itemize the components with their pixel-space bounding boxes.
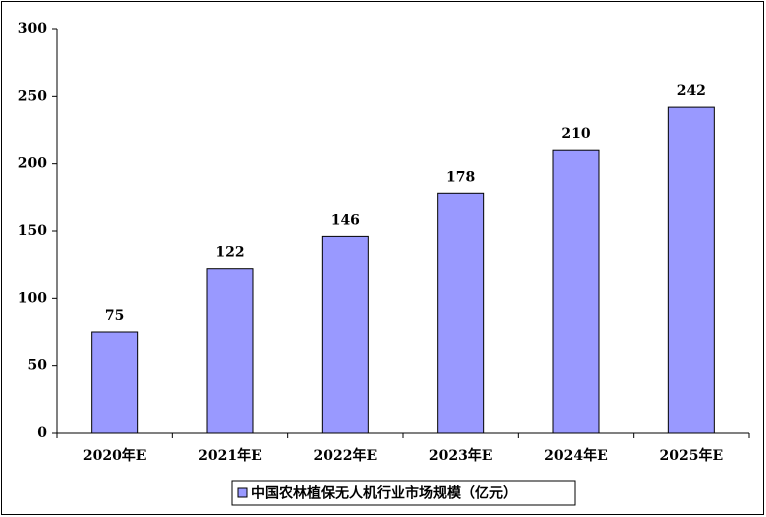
y-tick-label: 150 (18, 223, 47, 239)
x-tick-label: 2020年E (83, 447, 147, 464)
y-tick-label: 200 (18, 156, 47, 172)
legend-label: 中国农林植保无人机行业市场规模（亿元） (251, 485, 517, 502)
bar (552, 149, 600, 434)
data-label: 75 (105, 308, 124, 324)
x-tick-label: 2024年E (544, 447, 608, 464)
legend-swatch (237, 487, 248, 498)
bar (91, 331, 139, 434)
x-tick-label: 2025年E (660, 447, 724, 464)
x-tick-label: 2023年E (429, 447, 493, 464)
y-tick-label: 0 (37, 425, 47, 441)
data-label: 122 (215, 245, 244, 261)
y-tick-label: 100 (18, 290, 47, 306)
data-label: 210 (561, 126, 590, 142)
bar (321, 235, 369, 434)
bar (667, 106, 715, 434)
data-label: 146 (331, 212, 360, 228)
bar (437, 192, 485, 434)
data-label: 178 (446, 169, 475, 185)
legend-box (231, 480, 576, 506)
x-tick-label: 2021年E (198, 447, 262, 464)
y-tick-label: 300 (18, 21, 47, 37)
data-label: 242 (677, 83, 706, 99)
x-tick-label: 2022年E (314, 447, 378, 464)
y-tick-label: 50 (28, 358, 48, 374)
y-tick-label: 250 (18, 88, 47, 104)
bar (206, 268, 254, 434)
